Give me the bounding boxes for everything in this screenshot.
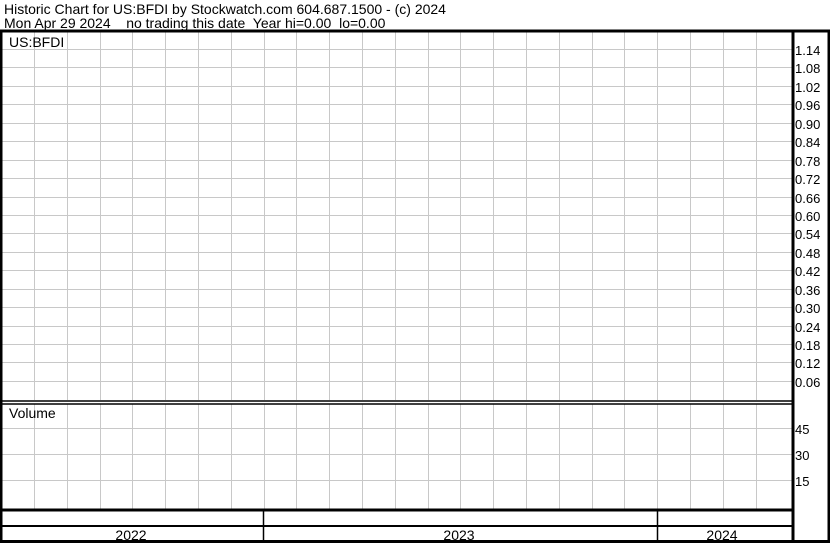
volume-tick-label: 45 [795,421,810,437]
price-tick-label: 0.24 [795,319,821,335]
price-tick-label: 1.08 [795,60,821,76]
trading-status: Mon Apr 29 2024 no trading this date Yea… [4,15,386,31]
price-tick-label: 0.54 [795,226,821,242]
price-tick-label: 0.12 [795,355,821,371]
price-tick-label: 0.90 [795,116,821,132]
price-tick-label: 0.78 [795,153,821,169]
price-tick-label: 0.72 [795,171,821,187]
price-tick-label: 1.14 [795,42,821,58]
year-label: 2024 [706,527,738,543]
price-tick-label: 0.84 [795,134,821,150]
year-label: 2023 [443,527,475,543]
price-tick-label: 0.42 [795,263,821,279]
price-pane-label: US:BFDI [9,34,65,50]
volume-tick-label: 30 [795,447,810,463]
chart-title: Historic Chart for US:BFDI by Stockwatch… [4,1,446,17]
volume-pane-label: Volume [9,405,56,421]
price-tick-label: 0.06 [795,374,821,390]
price-tick-label: 1.02 [795,79,821,95]
price-tick-label: 0.18 [795,337,821,353]
price-tick-label: 0.36 [795,282,821,298]
price-tick-label: 0.30 [795,300,821,316]
volume-tick-label: 15 [795,473,810,489]
year-label: 2022 [115,527,147,543]
price-tick-label: 0.96 [795,97,821,113]
price-tick-label: 0.66 [795,190,821,206]
price-tick-label: 0.48 [795,245,821,261]
price-tick-label: 0.60 [795,208,821,224]
